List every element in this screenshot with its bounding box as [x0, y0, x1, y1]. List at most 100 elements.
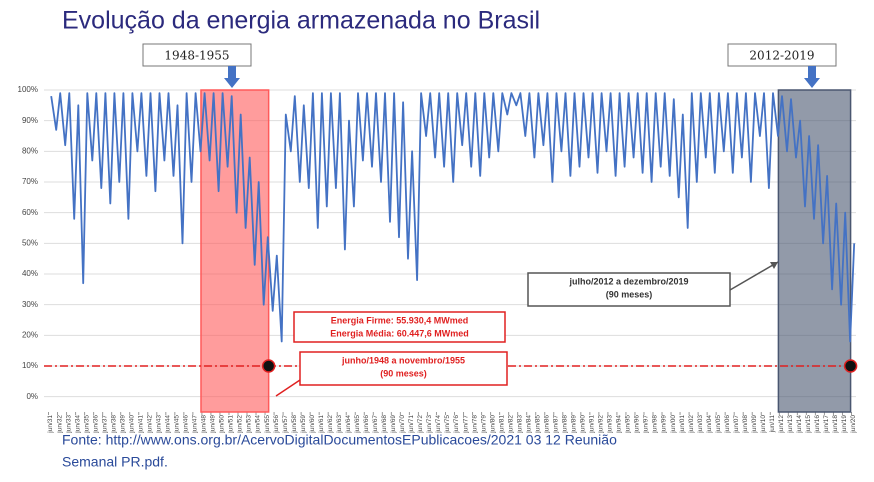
y-tick-label: 30% — [22, 300, 38, 309]
y-tick-label: 90% — [22, 116, 38, 125]
x-tick-label: jun/00 — [670, 415, 677, 434]
x-tick-label: jun/52 — [237, 415, 244, 434]
x-tick-label: jun/58 — [291, 415, 298, 434]
x-tick-label: jun/76 — [453, 415, 460, 434]
x-tick-label: jun/11 — [769, 415, 776, 434]
data-line — [50, 92, 856, 343]
source: Semanal PR.pdf. — [62, 454, 168, 470]
x-tick-label: jun/89 — [571, 415, 578, 434]
x-tick-label: jun/97 — [643, 415, 650, 434]
source: Fonte: http://www.ons.org.br/AcervoDigit… — [62, 432, 617, 448]
annotation-text: (90 meses) — [380, 368, 427, 378]
x-tick-label: jun/62 — [327, 415, 334, 434]
period-label-box — [142, 43, 252, 67]
x-tick-label: jun/63 — [336, 415, 343, 434]
annotation-text: Energia Média: 60.447,6 MWmed — [330, 328, 469, 338]
annotation-text: julho/2012 a dezembro/2019 — [568, 276, 688, 286]
x-tick-label: jun/91 — [589, 415, 596, 434]
x-tick-label: jun/64 — [345, 415, 352, 434]
x-tick-label: jun/72 — [417, 415, 424, 434]
threshold-dot — [843, 359, 858, 373]
x-tick-label: jun/36 — [92, 415, 99, 434]
annotation-text: Energia Firme: 55.930,4 MWmed — [331, 315, 469, 325]
x-tick-label: jun/49 — [210, 415, 217, 434]
x-tick-label: jun/33 — [65, 415, 72, 434]
highlight-region — [777, 89, 852, 413]
x-tick-label: jun/85 — [534, 415, 541, 434]
y-tick-label: 100% — [18, 85, 38, 94]
y-tick-label: 60% — [22, 208, 38, 217]
x-tick-label: jun/59 — [300, 415, 307, 434]
y-tick-label: 0% — [26, 392, 38, 401]
x-tick-label: jun/50 — [219, 415, 226, 434]
y-tick-label: 70% — [22, 177, 38, 186]
arrow-head — [770, 262, 778, 269]
y-tick-label: 10% — [22, 361, 38, 370]
x-tick-label: jun/61 — [318, 415, 325, 434]
x-tick-label: jun/94 — [616, 415, 623, 434]
x-tick-label: jun/44 — [165, 415, 172, 434]
x-tick-label: jun/09 — [751, 415, 758, 434]
x-tick-label: jun/06 — [724, 415, 731, 434]
annotation-box — [527, 272, 731, 307]
x-tick-label: jun/48 — [201, 415, 208, 434]
highlight-region — [200, 89, 270, 413]
annotation-text: junho/1948 a novembro/1955 — [341, 355, 465, 365]
x-tick-label: jun/70 — [399, 415, 406, 434]
x-tick-label: jun/42 — [146, 415, 153, 434]
x-tick-label: jun/18 — [832, 415, 839, 434]
x-tick-label: jun/08 — [742, 415, 749, 434]
x-tick-label: jun/66 — [363, 415, 370, 434]
title: Evolução da energia armazenada no Brasil — [62, 7, 540, 35]
x-tick-label: jun/07 — [733, 415, 740, 434]
x-tick-label: jun/82 — [507, 415, 514, 434]
x-tick-label: jun/65 — [354, 415, 361, 434]
x-tick-label: jun/41 — [137, 415, 144, 434]
x-tick-label: jun/88 — [561, 415, 568, 434]
x-tick-label: jun/84 — [525, 415, 532, 434]
x-tick-label: jun/71 — [408, 415, 415, 434]
annotation-box — [299, 351, 508, 386]
x-tick-label: jun/34 — [74, 415, 81, 434]
y-tick-label: 40% — [22, 269, 38, 278]
x-tick-label: jun/77 — [462, 415, 469, 434]
x-tick-label: jun/54 — [255, 415, 262, 434]
x-tick-label: jun/01 — [679, 415, 686, 434]
x-tick-label: jun/04 — [706, 415, 713, 434]
x-tick-label: jun/60 — [309, 415, 316, 434]
x-tick-label: jun/38 — [110, 415, 117, 434]
x-tick-label: jun/69 — [390, 415, 397, 434]
x-tick-label: jun/16 — [814, 415, 821, 434]
x-tick-label: jun/83 — [516, 415, 523, 434]
x-tick-label: jun/02 — [688, 415, 695, 434]
x-tick-label: jun/55 — [264, 415, 271, 434]
threshold-dot — [261, 359, 276, 373]
x-tick-label: jun/81 — [498, 415, 505, 434]
x-tick-label: jun/43 — [155, 415, 162, 434]
period-label: 2012-2019 — [749, 49, 814, 63]
x-tick-label: jun/87 — [552, 415, 559, 434]
period-label-box — [727, 43, 837, 67]
x-tick-label: jun/92 — [598, 415, 605, 434]
y-tick-label: 20% — [22, 330, 38, 339]
x-tick-label: jun/15 — [805, 415, 812, 434]
x-tick-label: jun/35 — [83, 415, 90, 434]
x-tick-label: jun/98 — [652, 415, 659, 434]
period-arrow — [224, 66, 240, 88]
x-tick-label: jun/99 — [661, 415, 668, 434]
x-tick-label: jun/67 — [372, 415, 379, 434]
x-tick-label: jun/47 — [192, 415, 199, 434]
annotation-arrow — [275, 379, 301, 397]
x-tick-label: jun/68 — [381, 415, 388, 434]
x-tick-label: jun/80 — [489, 415, 496, 434]
x-tick-label: jun/17 — [823, 415, 830, 434]
x-tick-label: jun/03 — [697, 415, 704, 434]
x-tick-label: jun/46 — [183, 415, 190, 434]
x-tick-label: jun/37 — [101, 415, 108, 434]
x-tick-label: jun/78 — [471, 415, 478, 434]
x-tick-label: jun/53 — [246, 415, 253, 434]
x-tick-label: jun/40 — [128, 415, 135, 434]
x-tick-label: jun/13 — [787, 415, 794, 434]
x-tick-label: jun/96 — [634, 415, 641, 434]
x-tick-label: jun/51 — [228, 415, 235, 434]
